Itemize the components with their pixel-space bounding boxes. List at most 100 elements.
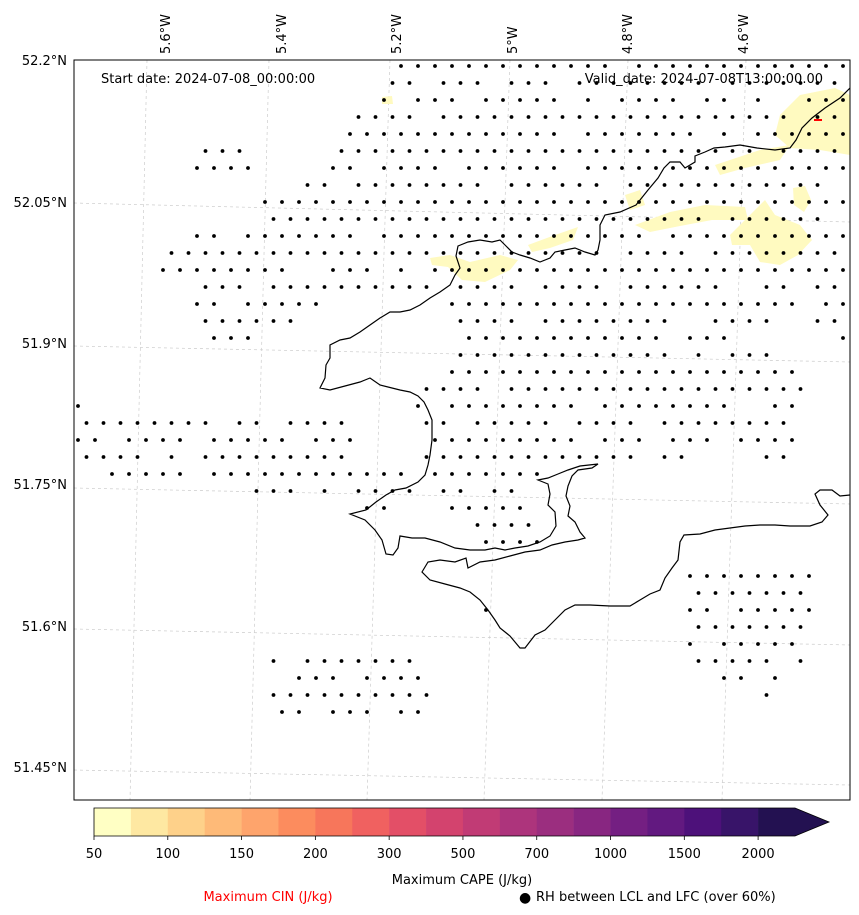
colorbar-cell [352, 808, 390, 836]
rh-dot [620, 132, 624, 136]
rh-dot [730, 421, 735, 425]
colorbar-tick-label: 2000 [742, 847, 775, 862]
rh-dot [696, 149, 701, 153]
rh-dot [399, 166, 403, 170]
rh-dot [458, 81, 463, 85]
map-area [74, 60, 850, 800]
rh-dot [798, 625, 803, 629]
rh-dot [475, 523, 480, 527]
rh-dot [841, 166, 845, 170]
rh-dot [662, 217, 667, 221]
rh-dot [484, 98, 488, 102]
rh-dot [416, 166, 420, 170]
rh-dot [628, 353, 633, 357]
rh-dot [713, 149, 718, 153]
rh-dot [509, 115, 514, 119]
rh-dot [135, 455, 140, 459]
rh-dot [484, 336, 488, 340]
colorbar-tick-label: 150 [229, 847, 254, 862]
rh-dot [467, 438, 471, 442]
rh-dot [722, 268, 726, 272]
rh-dot [841, 268, 845, 272]
rh-dot [552, 370, 556, 374]
rh-dot [764, 81, 769, 85]
rh-dot [620, 302, 624, 306]
rh-dot [679, 387, 684, 391]
rh-dot [135, 421, 140, 425]
rh-dot [832, 115, 837, 119]
rh-dot [815, 285, 820, 289]
rh-dot [246, 336, 250, 340]
rh-dot [569, 404, 573, 408]
rh-dot [492, 115, 497, 119]
rh-dot [688, 404, 692, 408]
rh-dot [314, 302, 318, 306]
rh-dot [679, 217, 684, 221]
rh-dot [637, 370, 641, 374]
rh-dot [348, 268, 352, 272]
rh-dot [458, 353, 463, 357]
rh-dot [586, 268, 590, 272]
rh-dot [611, 421, 616, 425]
rh-dot [543, 149, 548, 153]
rh-dot [501, 166, 505, 170]
rh-dot [552, 268, 556, 272]
rh-dot [373, 659, 378, 663]
rh-dot [441, 387, 446, 391]
rh-dot [297, 676, 301, 680]
rh-dot [552, 234, 556, 238]
rh-dot [739, 574, 743, 578]
rh-dot [764, 659, 769, 663]
rh-dot [195, 234, 199, 238]
rh-dot [603, 132, 607, 136]
rh-dot [679, 149, 684, 153]
rh-dot [807, 234, 811, 238]
colorbar-cell [130, 808, 169, 836]
rh-dot [161, 472, 165, 476]
rh-dot [365, 200, 369, 204]
rh-dot [271, 659, 276, 663]
rh-dot [526, 421, 531, 425]
rh-dot [654, 64, 658, 68]
rh-dot [552, 438, 556, 442]
rh-dot [739, 166, 743, 170]
rh-dot [798, 591, 803, 595]
rh-dot [773, 132, 777, 136]
rh-dot [407, 489, 412, 493]
coastline [319, 87, 850, 649]
rh-dot [356, 251, 361, 255]
rh-dot [790, 132, 794, 136]
rh-dot [790, 574, 794, 578]
rh-dot [509, 217, 514, 221]
rh-dot [416, 404, 420, 408]
meridian-gridline [249, 60, 270, 800]
rh-dot [458, 115, 463, 119]
rh-dot [824, 166, 828, 170]
rh-dot [807, 608, 811, 612]
rh-dot [237, 251, 242, 255]
rh-dot [654, 404, 658, 408]
rh-dot [781, 625, 786, 629]
rh-dot [773, 608, 777, 612]
rh-dot [526, 387, 531, 391]
rh-dot [756, 132, 760, 136]
rh-dot [671, 268, 675, 272]
rh-dot [790, 268, 794, 272]
rh-dot [492, 319, 497, 323]
rh-dot [628, 115, 633, 119]
rh-dot [560, 251, 565, 255]
rh-dot [628, 251, 633, 255]
rh-dot [781, 387, 786, 391]
rh-dot [475, 319, 480, 323]
rh-dot [679, 115, 684, 119]
rh-dot [654, 166, 658, 170]
rh-dot [645, 387, 650, 391]
rh-dot [382, 200, 386, 204]
rh-dot [399, 132, 403, 136]
rh-dot [764, 387, 769, 391]
rh-dot [756, 200, 760, 204]
rh-dot [331, 234, 335, 238]
rh-dot [637, 234, 641, 238]
rh-dot [705, 302, 709, 306]
rh-dot [773, 438, 777, 442]
